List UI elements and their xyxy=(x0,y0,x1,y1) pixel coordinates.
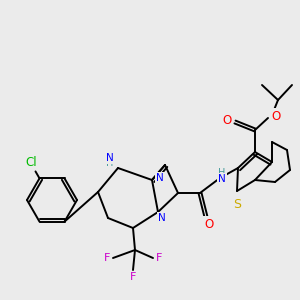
Text: H: H xyxy=(218,168,226,178)
Text: O: O xyxy=(222,113,232,127)
Text: O: O xyxy=(272,110,280,122)
Text: F: F xyxy=(156,253,162,263)
Text: O: O xyxy=(204,218,214,230)
Text: F: F xyxy=(104,253,110,263)
Text: H: H xyxy=(106,158,114,168)
Text: F: F xyxy=(130,272,136,282)
Text: N: N xyxy=(156,173,164,183)
Text: Cl: Cl xyxy=(26,156,37,169)
Text: N: N xyxy=(106,153,114,163)
Text: S: S xyxy=(233,199,241,212)
Text: N: N xyxy=(158,213,166,223)
Text: N: N xyxy=(218,174,226,184)
